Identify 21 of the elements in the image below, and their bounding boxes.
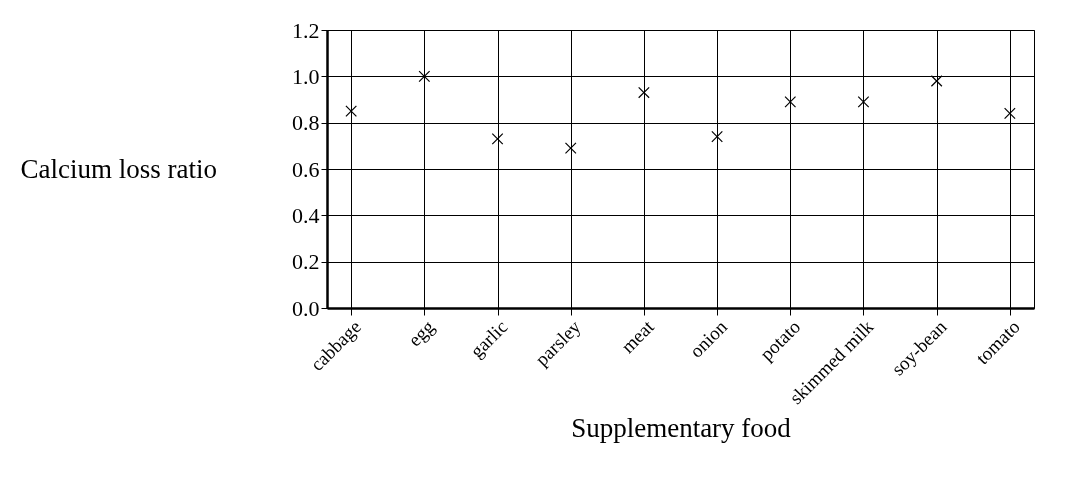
point xyxy=(345,105,357,117)
point xyxy=(857,95,870,108)
point xyxy=(491,133,504,145)
x-tick-label: meat xyxy=(616,315,659,358)
y-tick-label: 0.0 xyxy=(292,295,320,321)
y-tick-label: 0.6 xyxy=(292,156,320,182)
y-axis-title: Calcium loss ratio xyxy=(20,153,217,184)
y-tick-label: 1.0 xyxy=(292,63,320,89)
point xyxy=(784,95,797,108)
y-tick-label: 0.8 xyxy=(292,110,320,136)
x-axis-title: Supplementary food xyxy=(571,413,792,444)
point xyxy=(418,70,431,83)
y-tick-label: 0.4 xyxy=(292,202,320,228)
x-tick-label: egg xyxy=(404,315,439,351)
y-tick-label: 1.2 xyxy=(292,17,320,43)
point xyxy=(564,142,577,154)
point xyxy=(711,130,723,143)
y-tick-label: 0.2 xyxy=(292,249,320,275)
point xyxy=(1004,107,1016,120)
point xyxy=(930,75,943,87)
point xyxy=(638,86,650,99)
